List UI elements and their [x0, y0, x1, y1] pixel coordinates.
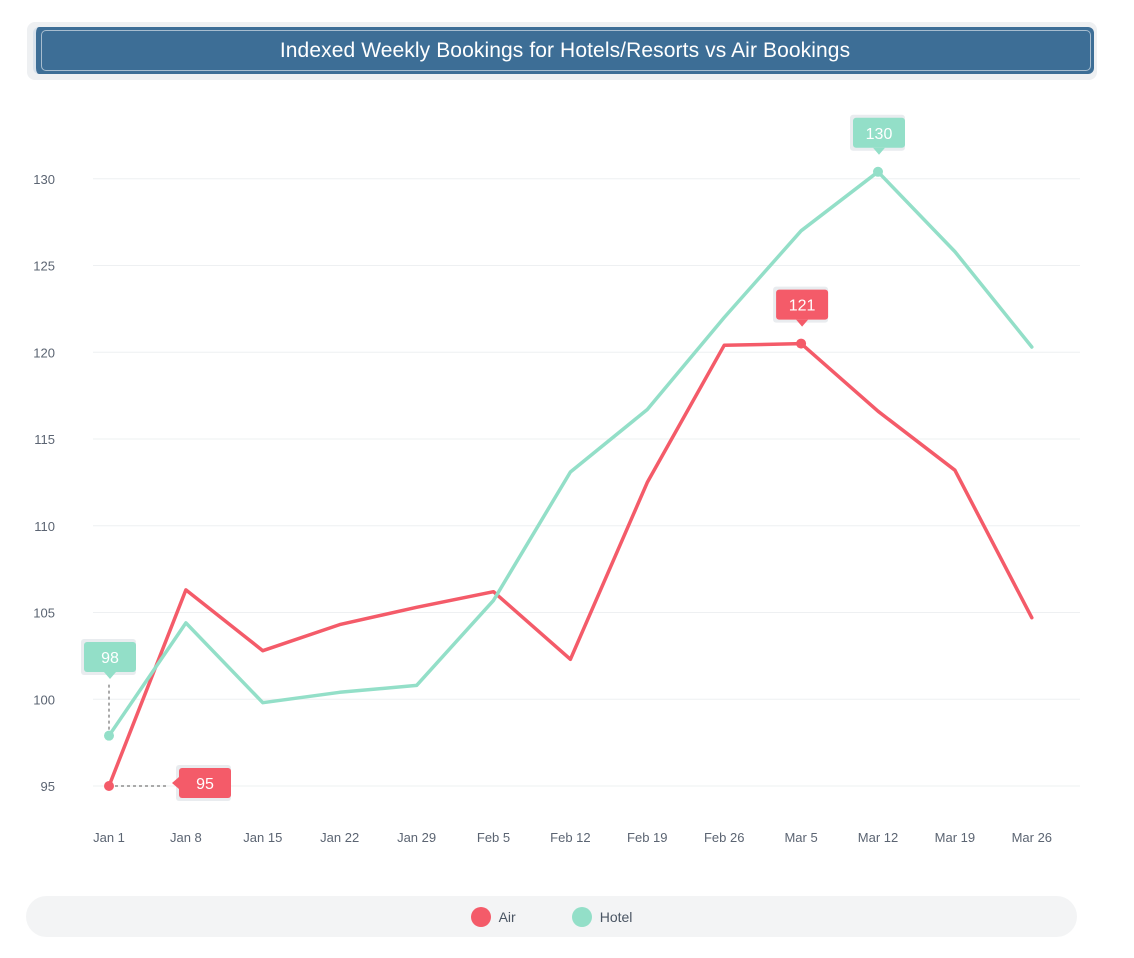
data-label-hotel-130: 130: [850, 114, 905, 155]
data-point-air: [796, 338, 807, 349]
legend-item-hotel[interactable]: Hotel: [571, 906, 633, 927]
svg-text:130: 130: [866, 126, 893, 143]
y-tick-label: 100: [33, 692, 55, 707]
data-label-hotel-98: 98: [81, 639, 136, 679]
legend-label-air: Air: [498, 908, 516, 925]
data-label-air-121: 121: [773, 286, 829, 327]
legend-marker-air: [470, 906, 491, 927]
y-tick-label: 110: [34, 519, 55, 534]
series-line-hotel: [107, 170, 1034, 738]
x-tick-label: Jan 8: [170, 830, 202, 845]
chart-title-bar: Indexed Weekly Bookings for Hotels/Resor…: [33, 27, 1094, 74]
svg-text:121: 121: [789, 298, 816, 315]
x-tick-label: Feb 19: [627, 830, 667, 845]
chart-title: Indexed Weekly Bookings for Hotels/Resor…: [279, 38, 851, 62]
x-tick-label: Mar 26: [1012, 830, 1052, 845]
svg-text:95: 95: [196, 776, 214, 793]
data-point-hotel: [104, 730, 114, 741]
x-tick-label: Jan 22: [320, 830, 359, 845]
x-tick-label: Jan 29: [397, 830, 436, 845]
y-tick-label: 105: [33, 606, 55, 621]
data-point-air: [104, 781, 114, 791]
legend-item-air[interactable]: Air: [470, 906, 516, 927]
y-tick-label: 95: [41, 779, 55, 794]
x-tick-label: Jan 1: [93, 830, 125, 845]
x-tick-label: Feb 12: [550, 830, 590, 845]
x-tick-label: Mar 12: [858, 830, 898, 845]
series-line-air: [107, 341, 1034, 788]
line-chart: 95 100 105 110 115 120 125 130 Jan 1 Jan 8 Jan 15 J…: [33, 114, 1080, 845]
title-inner-border: [41, 30, 1091, 71]
legend-marker-hotel: [571, 906, 592, 927]
y-tick-label: 115: [34, 432, 55, 447]
data-label-air-95: 95: [172, 765, 231, 801]
chart-legend: Air Hotel: [26, 896, 1077, 937]
x-tick-label: Mar 19: [935, 830, 975, 845]
x-tick-label: Jan 15: [243, 830, 282, 845]
x-tick-label: Mar 5: [784, 830, 817, 845]
svg-text:98: 98: [101, 650, 119, 667]
x-tick-label: Feb 5: [477, 830, 510, 845]
y-tick-label: 130: [33, 172, 55, 187]
y-tick-label: 120: [33, 345, 55, 360]
data-point-hotel: [873, 166, 883, 177]
y-tick-label: 125: [33, 259, 55, 274]
legend-label-hotel: Hotel: [599, 908, 633, 925]
x-tick-label: Feb 26: [704, 830, 744, 845]
